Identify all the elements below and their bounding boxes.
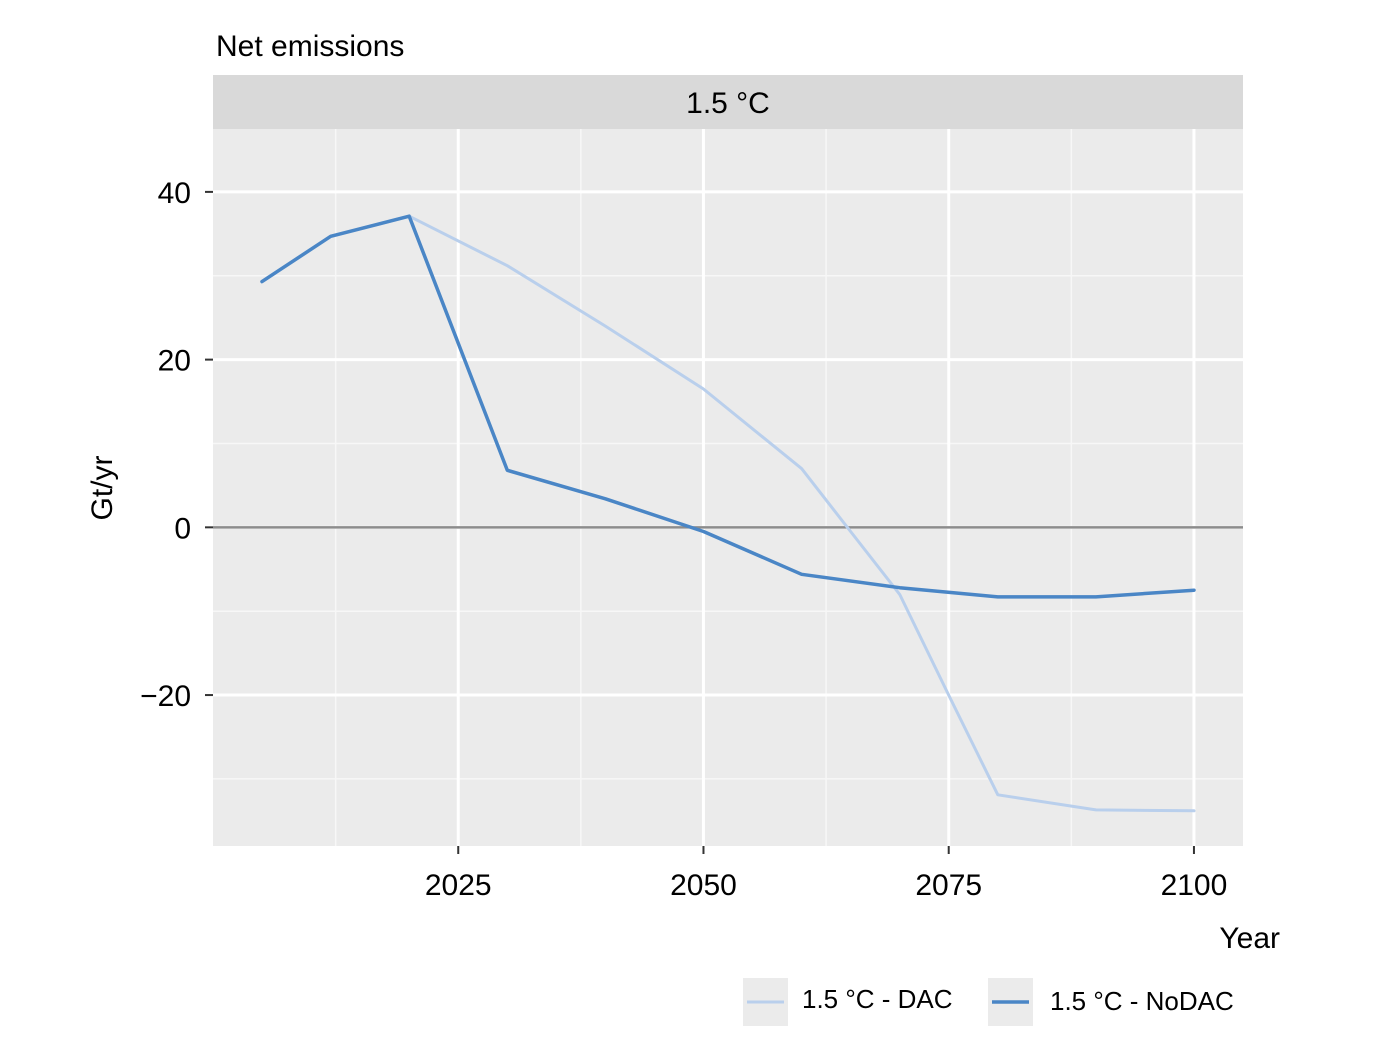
legend: 1.5 °C - DAC 1.5 °C - NoDAC	[743, 978, 1234, 1026]
x-tick-label: 2075	[915, 869, 982, 902]
y-tick-label: 20	[158, 345, 191, 378]
series-line-nodac	[260, 214, 1196, 599]
legend-label-nodac: 1.5 °C - NoDAC	[1050, 986, 1234, 1016]
y-tick-label: −20	[140, 680, 191, 713]
x-tick-label: 2050	[670, 869, 737, 902]
x-tick-labels: 2025 2050 2075 2100	[425, 869, 1227, 902]
y-tick-labels: −20 0 20 40	[140, 177, 191, 713]
y-tick-label: 0	[174, 512, 191, 545]
x-tick-label: 2025	[425, 869, 492, 902]
minor-gridlines	[213, 129, 1243, 846]
series-layer	[260, 214, 1196, 813]
legend-label-dac: 1.5 °C - DAC	[802, 984, 953, 1014]
x-tick-label: 2100	[1161, 869, 1228, 902]
facet-label: 1.5 °C	[686, 87, 770, 120]
x-axis-title: Year	[1219, 922, 1280, 955]
chart-title: Net emissions	[216, 30, 404, 63]
axis-ticks	[205, 190, 1195, 854]
y-axis-title: Gt/yr	[86, 455, 119, 520]
y-tick-label: 40	[158, 177, 191, 210]
plot-panel	[213, 129, 1243, 846]
facet-strip	[213, 75, 1243, 129]
